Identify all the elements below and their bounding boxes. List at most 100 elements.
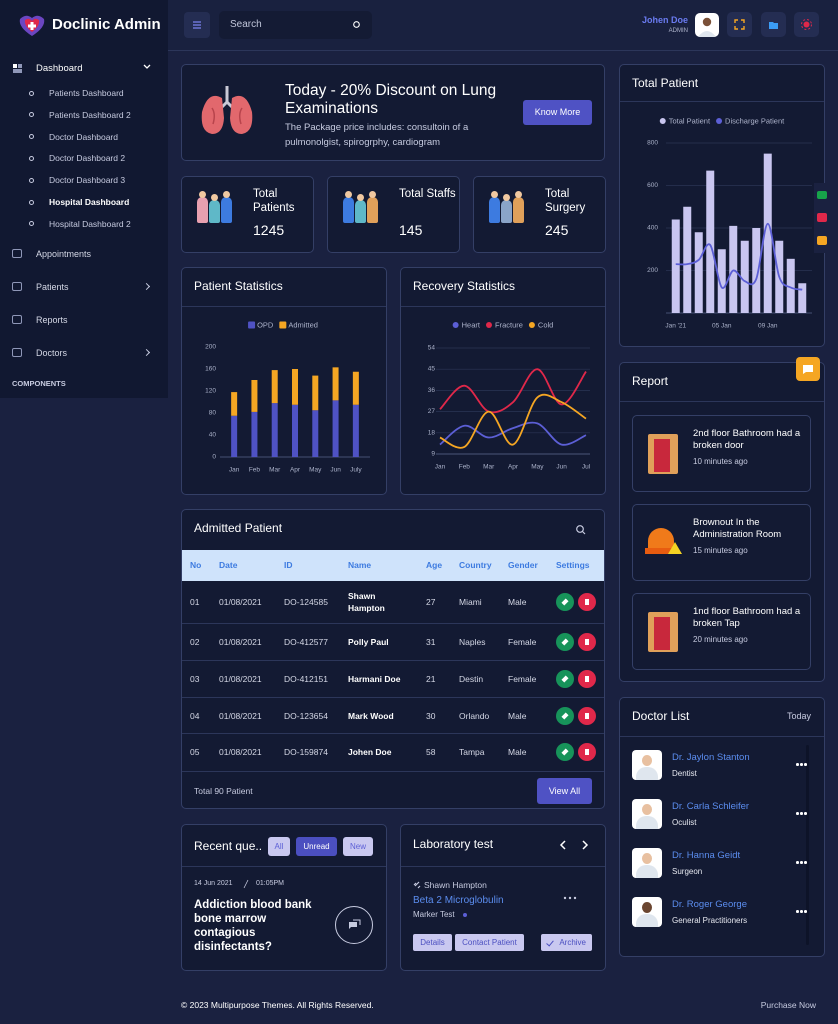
table-cell: 30	[426, 711, 436, 721]
divider	[182, 771, 604, 772]
search-box[interactable]: Search	[219, 11, 372, 39]
delete-glyph	[585, 676, 589, 682]
doctor-name[interactable]: Dr. Jaylon Stanton	[672, 752, 750, 763]
table-cell: Miami	[459, 597, 482, 607]
side-button[interactable]	[817, 191, 827, 199]
doctor-name[interactable]: Dr. Roger George	[672, 899, 747, 910]
settings-button[interactable]	[794, 12, 819, 37]
menu-item[interactable]: Appointments	[36, 249, 92, 259]
column-header: Age	[426, 560, 443, 570]
settings-icon	[801, 19, 812, 30]
lung-illustration	[201, 86, 253, 134]
table-cell: 01/08/2021	[219, 711, 262, 721]
lab-label: Marker Test	[413, 910, 455, 919]
more-dot	[796, 763, 799, 766]
doctor-filter[interactable]: Today	[786, 711, 811, 721]
report-item[interactable]	[632, 504, 811, 581]
stat-value: 245	[545, 222, 569, 238]
chat-button[interactable]	[335, 906, 373, 944]
menu-item[interactable]: Doctors	[36, 348, 68, 358]
promo-text: The Package price includes: consultoin o…	[285, 122, 469, 148]
table-cell: DO-412577	[284, 637, 328, 647]
door	[654, 617, 670, 650]
tab[interactable]: All	[268, 837, 290, 856]
tab[interactable]: New	[343, 837, 373, 856]
search-icon[interactable]	[575, 524, 587, 536]
fullscreen-button[interactable]	[727, 12, 752, 37]
report-item[interactable]	[632, 593, 811, 670]
side-button[interactable]	[817, 213, 827, 222]
card-title: Recent que..	[194, 839, 263, 853]
avatar-head	[642, 804, 652, 815]
card-title: Recovery Statistics	[413, 279, 516, 293]
delete-glyph	[585, 713, 589, 719]
fullscreen-icon	[734, 19, 745, 30]
side-button[interactable]	[817, 236, 827, 245]
report-item[interactable]	[632, 415, 811, 492]
link-icon	[413, 881, 421, 889]
chat-widget-button[interactable]	[796, 357, 820, 381]
illustration-head	[491, 191, 498, 198]
user-avatar[interactable]	[695, 13, 719, 37]
submenu-item[interactable]: Hospital Dashboard 2	[49, 218, 131, 229]
delete-glyph	[585, 749, 589, 755]
submenu-item[interactable]: Patients Dashboard	[49, 88, 124, 98]
table-cell: Orlando	[459, 711, 490, 721]
user-name[interactable]: Johen Doe	[641, 15, 688, 25]
column-header: No	[190, 560, 202, 570]
submenu-bullet	[29, 221, 34, 227]
table-cell: 02	[190, 637, 200, 647]
menu-item[interactable]: Reports	[36, 315, 68, 325]
table-cell: 01	[190, 597, 200, 607]
doctor-name[interactable]: Dr. Hanna Geidt	[672, 850, 741, 861]
avatar-body	[636, 914, 658, 927]
table-cell: Female	[508, 637, 537, 647]
promo-button[interactable]: Know More	[523, 100, 592, 125]
illustration-figure	[513, 197, 524, 223]
menu-button[interactable]	[184, 12, 210, 38]
more-icon[interactable]	[563, 895, 577, 901]
submenu-bullet	[29, 177, 34, 183]
menu-icon	[12, 249, 22, 258]
lab-button[interactable]: Contact Patient	[455, 934, 524, 951]
divider	[620, 736, 824, 737]
table-cell: 05	[190, 747, 200, 757]
patient-statistics-card	[181, 267, 387, 495]
tab[interactable]: Unread	[296, 837, 337, 856]
lab-button[interactable]: Archive	[541, 934, 592, 951]
table-cell: 01/08/2021	[219, 637, 262, 647]
column-header: ID	[284, 560, 293, 570]
illustration-head	[357, 194, 364, 201]
footer-link[interactable]: Purchase Now	[760, 1000, 816, 1010]
lab-test[interactable]: Beta 2 Microglobulin	[413, 895, 504, 906]
search-placeholder: Search	[230, 19, 262, 30]
illustration-figure	[501, 200, 512, 223]
table-cell: Johen Doe	[348, 747, 392, 757]
more-dot	[800, 763, 803, 766]
lab-button[interactable]: Details	[413, 934, 452, 951]
menu-item[interactable]: Dashboard	[36, 63, 83, 74]
column-header: Gender	[508, 560, 538, 570]
avatar-body	[636, 767, 658, 780]
door	[654, 439, 670, 472]
menu-icon	[12, 282, 22, 291]
row-divider	[182, 697, 604, 698]
illustration-figure	[343, 197, 354, 223]
dashboard-icon	[18, 64, 22, 68]
submenu-item[interactable]: Patients Dashboard 2	[49, 109, 131, 120]
row-divider	[182, 660, 604, 661]
submenu-item[interactable]: Doctor Dashboard 2	[49, 153, 126, 164]
menu-item[interactable]: Patients	[36, 282, 69, 292]
card-title: Doctor List	[632, 709, 690, 723]
more-dot	[804, 910, 807, 913]
submenu-item[interactable]: Doctor Dashboard	[49, 131, 118, 142]
illustration-head	[369, 191, 376, 198]
view-all-button[interactable]: View All	[537, 778, 592, 804]
more-dot	[796, 861, 799, 864]
submenu-item[interactable]: Hospital Dashboard	[49, 197, 130, 207]
submenu-item[interactable]: Doctor Dashboard 3	[49, 175, 126, 186]
doctor-name[interactable]: Dr. Carla Schleifer	[672, 801, 750, 812]
table-cell: Tampa	[459, 747, 485, 757]
lab-nav[interactable]	[558, 839, 590, 851]
notification-button[interactable]	[761, 12, 786, 37]
